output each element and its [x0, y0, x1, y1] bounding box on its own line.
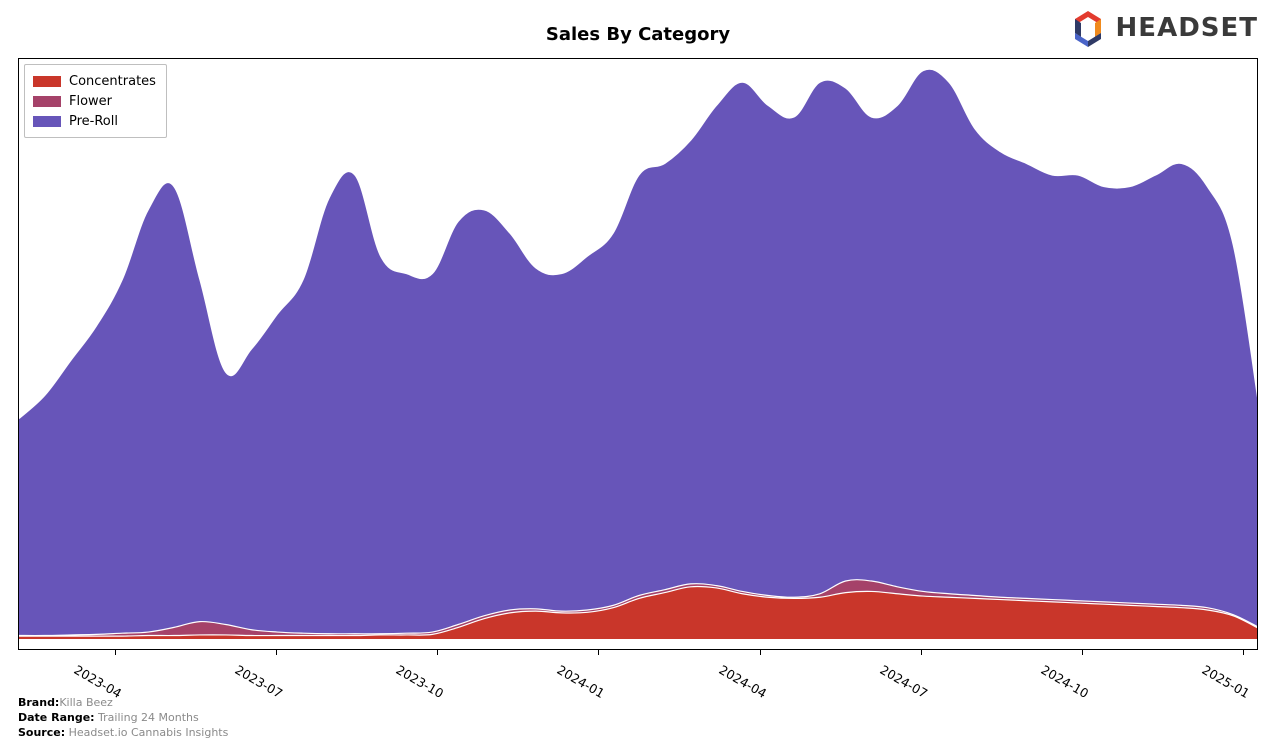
meta-label: Date Range:	[18, 711, 95, 724]
x-tick-mark	[1243, 650, 1244, 655]
headset-logo-text: HEADSET	[1116, 13, 1258, 43]
meta-label: Source:	[18, 726, 65, 739]
plot-area	[18, 58, 1258, 650]
meta-label: Brand:	[18, 696, 59, 709]
meta-value: Killa Beez	[59, 696, 112, 709]
legend-label: Flower	[69, 94, 112, 109]
meta-source: Source: Headset.io Cannabis Insights	[18, 726, 228, 740]
x-tick-label: 2023-07	[232, 662, 285, 701]
legend-label: Concentrates	[69, 74, 156, 89]
x-tick-mark	[921, 650, 922, 655]
x-tick-label: 2024-01	[555, 662, 608, 701]
x-tick-mark	[1082, 650, 1083, 655]
meta-brand: Brand:Killa Beez	[18, 696, 113, 710]
headset-logo-icon	[1068, 8, 1108, 48]
x-tick-mark	[115, 650, 116, 655]
legend-item-concentrates: Concentrates	[33, 71, 156, 91]
x-tick-mark	[760, 650, 761, 655]
chart-container: Sales By Category HEADSET Concentrates F…	[0, 0, 1276, 746]
x-tick-mark	[276, 650, 277, 655]
x-tick-mark	[437, 650, 438, 655]
meta-date-range: Date Range: Trailing 24 Months	[18, 711, 199, 725]
meta-value: Headset.io Cannabis Insights	[65, 726, 228, 739]
legend-label: Pre-Roll	[69, 114, 118, 129]
legend-swatch	[33, 116, 61, 127]
x-tick-label: 2024-10	[1038, 662, 1091, 701]
legend-swatch	[33, 76, 61, 87]
legend-item-flower: Flower	[33, 91, 156, 111]
meta-value: Trailing 24 Months	[95, 711, 199, 724]
legend: Concentrates Flower Pre-Roll	[24, 64, 167, 138]
x-tick-label: 2023-10	[394, 662, 447, 701]
area-series	[19, 69, 1258, 639]
x-tick-mark	[598, 650, 599, 655]
x-tick-label: 2025-01	[1200, 662, 1253, 701]
stacked-area-chart	[19, 59, 1258, 650]
headset-logo: HEADSET	[1068, 8, 1258, 48]
legend-swatch	[33, 96, 61, 107]
legend-item-preroll: Pre-Roll	[33, 111, 156, 131]
x-tick-label: 2024-07	[877, 662, 930, 701]
x-tick-label: 2024-04	[716, 662, 769, 701]
